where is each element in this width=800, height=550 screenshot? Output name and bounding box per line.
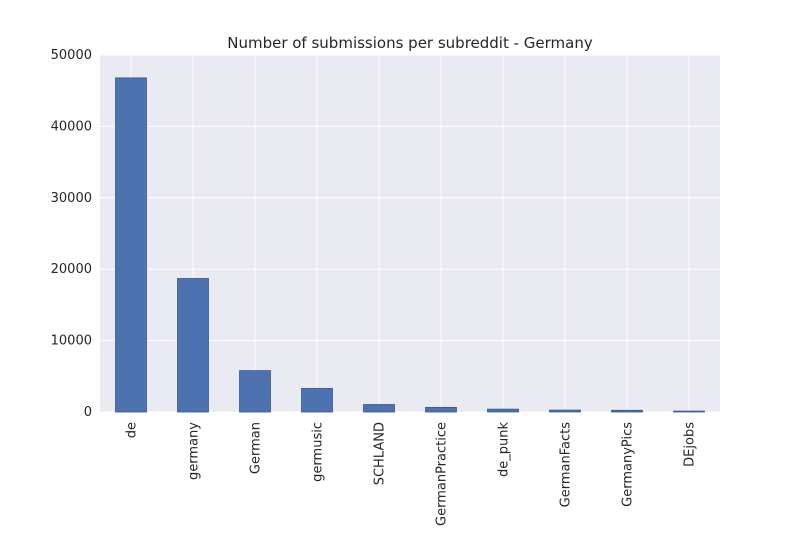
y-tick-label: 20000 [51, 262, 92, 277]
x-tick-label: de_punk [497, 422, 512, 477]
y-tick-label: 10000 [51, 334, 92, 349]
y-tick-labels: 0 10000 20000 30000 40000 50000 [51, 48, 92, 420]
x-tick-label: germany [187, 422, 202, 480]
x-tick-labels: de germany German germusic SCHLAND GermanPrac… [125, 422, 698, 526]
bar-germany [177, 278, 209, 413]
x-tick-label: GermanFacts [559, 422, 574, 508]
x-tick-label: GermanPractice [435, 422, 450, 526]
bar-dejobs [673, 410, 705, 413]
bar-germanypics [611, 409, 643, 413]
x-tick-label: SCHLAND [373, 422, 388, 485]
x-tick-label: German [249, 422, 264, 474]
y-tick-label: 0 [84, 405, 92, 420]
chart-title: Number of submissions per subreddit - Ge… [227, 34, 593, 52]
bar-germanfacts [549, 409, 581, 413]
y-tick-label: 30000 [51, 191, 92, 206]
bar-schland [363, 404, 395, 413]
bar-germusic [301, 388, 333, 413]
x-tick-label: germusic [311, 422, 326, 482]
x-tick-label: DEjobs [683, 422, 698, 467]
bars [115, 77, 705, 413]
x-tick-label: GermanyPics [621, 422, 636, 507]
bar-de-punk [487, 408, 519, 413]
gridlines [100, 54, 720, 413]
y-tick-label: 40000 [51, 119, 92, 134]
bar-german [239, 370, 271, 413]
bar-de [115, 77, 147, 413]
y-tick-label: 50000 [51, 48, 92, 63]
bar-germanpractice [425, 406, 457, 413]
x-tick-label: de [125, 422, 140, 438]
